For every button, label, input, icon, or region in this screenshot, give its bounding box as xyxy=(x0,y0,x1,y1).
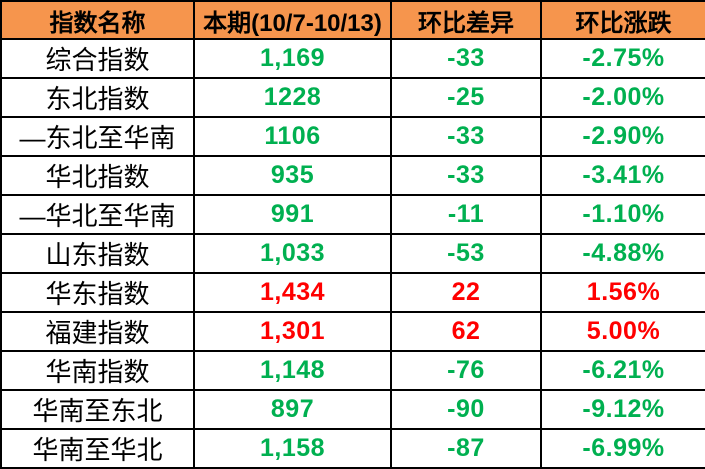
diff-cell: -87 xyxy=(390,428,542,469)
change-cell: -1.10% xyxy=(540,194,705,235)
index-name-cell: 华南至华北 xyxy=(0,428,195,469)
current-value-cell: 897 xyxy=(193,389,392,430)
header-row: 指数名称 本期(10/7-10/13) 环比差异 环比涨跌 xyxy=(0,0,705,40)
table-body: 综合指数 1,169 -33 -2.75% 东北指数 1228 -25 -2.00% —东北至华… xyxy=(0,38,705,469)
change-cell: 5.00% xyxy=(540,311,705,352)
current-value-cell: 1,148 xyxy=(193,350,392,391)
current-value-cell: 1,033 xyxy=(193,233,392,274)
diff-cell: -76 xyxy=(390,350,542,391)
col-header-index-name: 指数名称 xyxy=(0,0,195,40)
table-row: 山东指数 1,033 -53 -4.88% xyxy=(0,233,705,274)
table-row: 综合指数 1,169 -33 -2.75% xyxy=(0,38,705,79)
index-name-cell: 华南至东北 xyxy=(0,389,195,430)
index-name-cell: 华东指数 xyxy=(0,272,195,313)
index-name-cell: 东北指数 xyxy=(0,77,195,118)
col-header-diff: 环比差异 xyxy=(390,0,542,40)
diff-cell: 62 xyxy=(390,311,542,352)
table-row: 福建指数 1,301 62 5.00% xyxy=(0,311,705,352)
change-cell: -9.12% xyxy=(540,389,705,430)
diff-cell: -33 xyxy=(390,38,542,79)
diff-cell: 22 xyxy=(390,272,542,313)
diff-cell: -33 xyxy=(390,155,542,196)
change-cell: 1.56% xyxy=(540,272,705,313)
current-value-cell: 1106 xyxy=(193,116,392,157)
index-name-cell: 华北指数 xyxy=(0,155,195,196)
current-value-cell: 1,434 xyxy=(193,272,392,313)
index-name-cell: —华北至华南 xyxy=(0,194,195,235)
table-row: 华南至华北 1,158 -87 -6.99% xyxy=(0,428,705,469)
diff-cell: -33 xyxy=(390,116,542,157)
col-header-change: 环比涨跌 xyxy=(540,0,705,40)
change-cell: -3.41% xyxy=(540,155,705,196)
diff-cell: -90 xyxy=(390,389,542,430)
current-value-cell: 1,158 xyxy=(193,428,392,469)
current-value-cell: 1228 xyxy=(193,77,392,118)
table-row: 华东指数 1,434 22 1.56% xyxy=(0,272,705,313)
table-row: —东北至华南 1106 -33 -2.90% xyxy=(0,116,705,157)
change-cell: -2.75% xyxy=(540,38,705,79)
diff-cell: -53 xyxy=(390,233,542,274)
change-cell: -4.88% xyxy=(540,233,705,274)
col-header-current-period: 本期(10/7-10/13) xyxy=(193,0,392,40)
change-cell: -6.21% xyxy=(540,350,705,391)
table-row: —华北至华南 991 -11 -1.10% xyxy=(0,194,705,235)
change-cell: -6.99% xyxy=(540,428,705,469)
index-name-cell: 福建指数 xyxy=(0,311,195,352)
current-value-cell: 991 xyxy=(193,194,392,235)
table-row: 华北指数 935 -33 -3.41% xyxy=(0,155,705,196)
table-row: 华南指数 1,148 -76 -6.21% xyxy=(0,350,705,391)
index-name-cell: 综合指数 xyxy=(0,38,195,79)
current-value-cell: 935 xyxy=(193,155,392,196)
current-value-cell: 1,301 xyxy=(193,311,392,352)
table-row: 东北指数 1228 -25 -2.00% xyxy=(0,77,705,118)
index-name-cell: 华南指数 xyxy=(0,350,195,391)
diff-cell: -11 xyxy=(390,194,542,235)
table-row: 华南至东北 897 -90 -9.12% xyxy=(0,389,705,430)
current-value-cell: 1,169 xyxy=(193,38,392,79)
index-name-cell: —东北至华南 xyxy=(0,116,195,157)
change-cell: -2.00% xyxy=(540,77,705,118)
index-name-cell: 山东指数 xyxy=(0,233,195,274)
diff-cell: -25 xyxy=(390,77,542,118)
change-cell: -2.90% xyxy=(540,116,705,157)
